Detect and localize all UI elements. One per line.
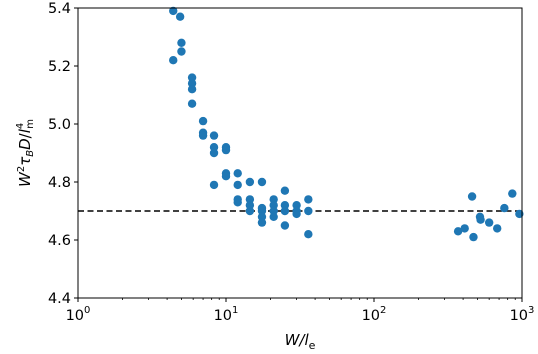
data-point	[280, 206, 290, 216]
x-axis-label: W/le	[285, 331, 316, 352]
data-point	[245, 177, 255, 187]
data-point	[292, 209, 301, 219]
data-point	[169, 6, 178, 16]
data-point	[280, 221, 290, 230]
data-point	[175, 12, 185, 21]
data-point	[187, 99, 197, 108]
data-point	[198, 116, 208, 126]
data-point	[169, 56, 178, 65]
data-point	[269, 206, 278, 216]
data-point	[257, 206, 267, 216]
x-axis-label-base: W/	[285, 331, 307, 349]
y-tick-label: 5.4	[48, 1, 71, 17]
data-point	[233, 180, 242, 190]
data-points	[169, 6, 524, 242]
data-point	[500, 203, 509, 213]
y-axis-label: W2τBD/l4m	[15, 119, 36, 187]
data-point	[198, 131, 208, 140]
y-tick-label: 5.0	[48, 117, 71, 133]
x-axis-label-var: l	[304, 331, 309, 349]
data-point	[187, 73, 197, 82]
data-point	[269, 212, 278, 221]
data-point	[245, 195, 255, 204]
data-point	[221, 172, 231, 181]
data-point	[508, 189, 517, 198]
x-tick-label: 101	[214, 305, 239, 324]
data-point	[209, 180, 219, 190]
x-tick-label: 103	[510, 305, 535, 324]
y-tick-label: 4.6	[48, 233, 71, 249]
x-tick-label: 100	[66, 305, 91, 324]
data-point	[177, 38, 186, 47]
y-tick-label: 4.4	[48, 291, 71, 307]
data-point	[257, 218, 267, 227]
data-point	[292, 201, 301, 210]
data-point	[269, 195, 278, 204]
data-point	[304, 206, 313, 216]
data-point	[187, 79, 197, 88]
data-point	[233, 169, 242, 178]
data-point	[467, 192, 477, 201]
data-point	[515, 209, 524, 219]
data-point	[280, 201, 290, 210]
data-point	[269, 201, 278, 210]
y-tick-label: 4.8	[48, 175, 71, 191]
data-point	[304, 230, 313, 239]
data-point	[304, 195, 313, 204]
x-axis-label-sub: e	[309, 339, 316, 352]
data-point	[453, 227, 463, 236]
data-point	[476, 215, 485, 224]
data-point	[233, 198, 242, 207]
data-point	[280, 186, 290, 195]
x-axis-ticks: 100 101 102 103	[66, 298, 535, 324]
plot-area	[78, 8, 522, 298]
y-axis-ticks: 4.4 4.6 4.8 5.0 5.2 5.4	[48, 1, 78, 307]
data-point	[469, 232, 478, 242]
data-point	[177, 47, 186, 56]
y-tick-label: 5.2	[48, 59, 71, 75]
data-point	[209, 143, 219, 152]
data-point	[245, 206, 255, 216]
data-point	[493, 224, 502, 233]
data-point	[257, 212, 267, 221]
data-point	[245, 201, 255, 210]
plot-frame	[77, 7, 523, 299]
data-point	[257, 177, 267, 187]
svg-text:W2τBD/l4m: W2τBD/l4m	[15, 119, 36, 187]
data-point	[209, 148, 219, 158]
data-point	[484, 218, 494, 227]
data-point	[209, 131, 219, 140]
data-point	[187, 85, 197, 94]
data-point	[460, 224, 469, 233]
x-tick-label: 102	[362, 305, 387, 324]
data-point	[221, 145, 231, 155]
